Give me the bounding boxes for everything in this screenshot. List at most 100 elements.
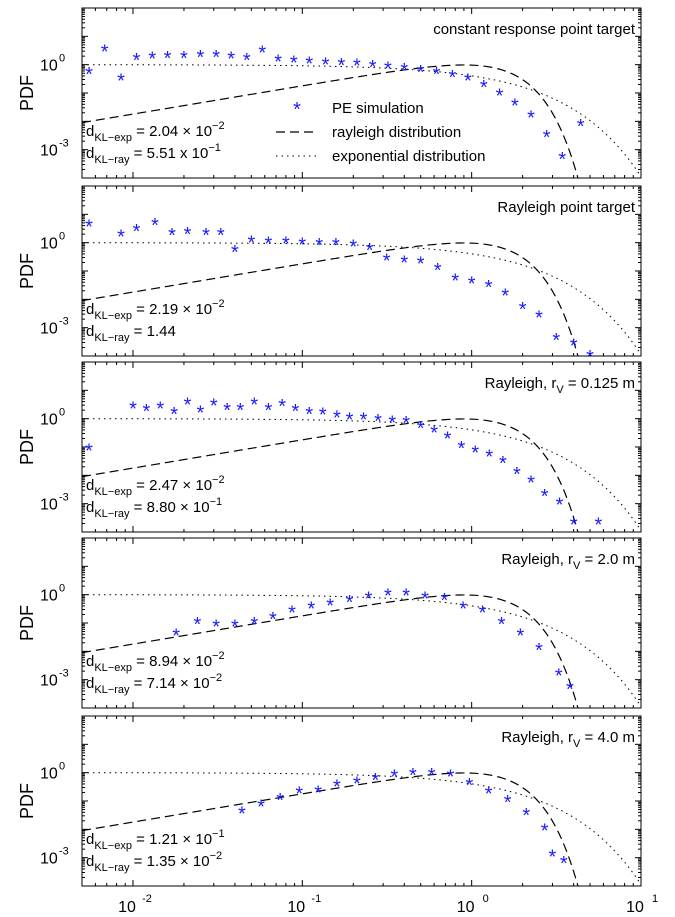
y-tick-label: 10 bbox=[40, 851, 58, 868]
dkl-exp-annotation: dKL−exp = 2.19 × 10−2 bbox=[86, 298, 225, 322]
pe-simulation-point: * bbox=[250, 394, 258, 416]
pe-simulation-point: * bbox=[212, 47, 220, 69]
y-axis-label: PDF bbox=[17, 605, 37, 641]
pe-simulation-point: * bbox=[196, 47, 204, 69]
pe-simulation-point: * bbox=[555, 666, 563, 688]
pe-simulation-point: * bbox=[250, 614, 258, 636]
pe-simulation-point: * bbox=[541, 820, 549, 842]
pe-simulation-point: * bbox=[326, 595, 334, 617]
pe-simulation-point: * bbox=[516, 625, 524, 647]
y-tick-label: 10 bbox=[40, 58, 58, 75]
pe-simulation-point: * bbox=[353, 56, 361, 78]
pe-simulation-point: * bbox=[346, 410, 354, 432]
y-axis-label: PDF bbox=[17, 429, 37, 465]
pe-simulation-point: * bbox=[168, 225, 176, 247]
pe-simulation-point: * bbox=[278, 396, 286, 418]
pe-simulation-point: * bbox=[440, 590, 448, 612]
pe-simulation-point: * bbox=[501, 285, 509, 307]
pe-simulation-points: * * * * * * * * * * * * * * **** * bbox=[238, 765, 568, 875]
pe-simulation-point: * bbox=[133, 50, 141, 72]
pe-simulation-point: * bbox=[383, 251, 391, 273]
panel-title: Rayleigh, rV = 0.125 m bbox=[485, 375, 635, 396]
pe-simulation-point: * bbox=[468, 273, 476, 295]
pe-simulation-point: * bbox=[371, 770, 379, 792]
pe-simulation-point: * bbox=[541, 486, 549, 508]
y-tick-exponent: 0 bbox=[59, 583, 65, 595]
x-tick-exponent: -1 bbox=[311, 893, 321, 905]
pe-simulation-point: * bbox=[264, 234, 272, 256]
dkl-exp-annotation: dKL−exp = 1.21 × 10−1 bbox=[86, 828, 225, 852]
pe-simulation-point: * bbox=[374, 411, 382, 433]
pe-simulation-point: * bbox=[333, 777, 341, 799]
x-tick-label: 10 bbox=[626, 899, 644, 916]
pe-simulation-point: * bbox=[172, 625, 180, 647]
pe-simulation-point: * bbox=[566, 679, 574, 701]
pe-simulation-point: * bbox=[337, 55, 345, 77]
pe-simulation-point: * bbox=[430, 423, 438, 445]
panel-title: constant response point target bbox=[433, 21, 636, 38]
pe-simulation-point: * bbox=[577, 116, 585, 138]
pe-simulation-point: * bbox=[594, 514, 602, 536]
pe-simulation-point: * bbox=[319, 405, 327, 427]
pe-simulation-point: * bbox=[101, 41, 109, 63]
pe-simulation-point: * bbox=[85, 64, 93, 86]
x-tick-label: 10 bbox=[118, 899, 136, 916]
pe-simulation-point: * bbox=[384, 58, 392, 80]
pe-simulation-points: ** * * * * * * * * * * * * * * ****** bbox=[172, 586, 574, 702]
panel-title: Rayleigh, rV = 4.0 m bbox=[501, 729, 635, 750]
pe-simulation-point: * bbox=[556, 495, 564, 517]
pe-simulation-point: * bbox=[402, 586, 410, 608]
pe-simulation-point: * bbox=[184, 224, 192, 246]
pe-simulation-point: * bbox=[451, 271, 459, 293]
dkl-ray-annotation: dKL−ray = 7.14 × 10−2 bbox=[86, 672, 222, 696]
y-tick-label: 10 bbox=[40, 588, 58, 605]
legend-label: PE simulation bbox=[332, 100, 424, 117]
pe-simulation-point: * bbox=[480, 77, 488, 99]
pe-simulation-point: * bbox=[142, 401, 150, 423]
curves bbox=[82, 418, 641, 532]
pe-simulation-point: * bbox=[196, 402, 204, 424]
pe-simulation-point: * bbox=[471, 442, 479, 464]
x-tick-label: 10 bbox=[287, 899, 305, 916]
dkl-ray-annotation: dKL−ray = 1.44 bbox=[86, 323, 176, 344]
y-tick-label: 10 bbox=[40, 321, 58, 338]
pe-simulation-point: * bbox=[586, 347, 594, 369]
pe-simulation-point: * bbox=[369, 57, 377, 79]
pe-simulation-point: * bbox=[264, 400, 272, 422]
pe-simulation-point: * bbox=[180, 48, 188, 70]
legend-symbol-pe: * bbox=[293, 99, 301, 121]
pe-simulation-point: * bbox=[485, 447, 493, 469]
pe-simulation-point: * bbox=[212, 617, 220, 639]
pe-simulation-point: * bbox=[464, 70, 472, 92]
pe-simulation-point: * bbox=[298, 234, 306, 256]
pe-simulation-point: * bbox=[288, 603, 296, 625]
dkl-exp-annotation: dKL−exp = 2.04 × 10−2 bbox=[86, 120, 225, 144]
rayleigh-distribution-curve bbox=[82, 242, 579, 356]
pe-simulation-point: * bbox=[400, 252, 408, 274]
y-tick-label: 10 bbox=[40, 766, 58, 783]
pe-simulation-point: * bbox=[499, 453, 507, 475]
x-tick-label: 10 bbox=[457, 899, 475, 916]
y-tick-exponent: 0 bbox=[59, 231, 65, 243]
pe-simulation-point: * bbox=[332, 235, 340, 257]
dkl-exp-annotation: dKL−exp = 2.47 × 10−2 bbox=[86, 474, 225, 498]
panel-title: Rayleigh, rV = 2.0 m bbox=[501, 551, 635, 572]
pe-simulation-point: * bbox=[384, 586, 392, 608]
dkl-exp-annotation: dKL−exp = 8.94 × 10−2 bbox=[86, 650, 225, 674]
pe-simulation-point: * bbox=[434, 260, 442, 282]
pe-simulation-point: * bbox=[421, 588, 429, 610]
pe-simulation-point: * bbox=[417, 418, 425, 440]
pe-simulation-point: * bbox=[466, 775, 474, 797]
y-tick-label: 10 bbox=[40, 497, 58, 514]
pe-simulation-point: * bbox=[305, 53, 313, 75]
pe-simulation-point: * bbox=[504, 792, 512, 814]
pe-simulation-point: * bbox=[527, 473, 535, 495]
pe-simulation-point: * bbox=[417, 253, 425, 275]
pe-simulation-point: * bbox=[258, 43, 266, 65]
pe-simulation-point: * bbox=[349, 236, 357, 258]
pe-simulation-point: * bbox=[117, 70, 125, 92]
pe-simulation-point: * bbox=[535, 307, 543, 329]
pe-simulation-point: * bbox=[291, 401, 299, 423]
